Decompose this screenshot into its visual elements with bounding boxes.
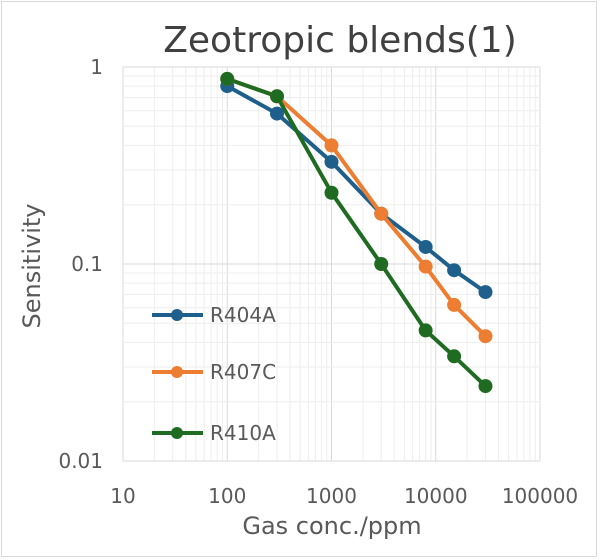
series-line-r407c <box>226 77 487 338</box>
grid-lines <box>122 66 541 462</box>
data-point-r410a <box>269 89 284 104</box>
y-tick-label: 1 <box>90 55 103 79</box>
data-point-r404a <box>269 106 284 121</box>
legend-marker-r404a <box>171 309 183 321</box>
x-tick-label: 1000 <box>306 484 357 508</box>
data-point-r407c <box>478 329 493 344</box>
x-tick-label: 100 <box>208 484 246 508</box>
x-tick-label: 10 <box>110 484 135 508</box>
data-point-r407c <box>324 138 339 153</box>
x-tick-label: 10000 <box>404 484 468 508</box>
data-point-r410a <box>374 257 389 271</box>
data-point-r404a <box>324 154 339 169</box>
series-group <box>220 71 493 394</box>
y-tick-label: 0.01 <box>58 449 103 473</box>
axes: 10 100 1000 10000 100000 1 0.1 0.01 <box>58 55 578 508</box>
data-point-r404a <box>478 285 493 300</box>
data-point-r410a <box>478 379 493 394</box>
data-point-r410a <box>447 349 462 364</box>
y-tick-label: 0.1 <box>71 252 103 276</box>
y-axis-title: Sensitivity <box>18 204 46 329</box>
legend-label-r404a: R404A <box>210 303 276 327</box>
series-line-r404a <box>226 84 487 294</box>
x-axis-title: Gas conc./ppm <box>242 512 421 540</box>
data-point-r407c <box>374 206 389 221</box>
legend-marker-r407c <box>171 366 183 378</box>
data-point-r407c <box>418 259 433 274</box>
legend-label-r407c: R407C <box>210 360 276 384</box>
legend-marker-r410a <box>171 427 183 439</box>
data-point-r404a <box>447 263 462 278</box>
series-line-r410a <box>226 77 487 388</box>
x-tick-label: 100000 <box>502 484 578 508</box>
data-point-r410a <box>220 71 235 86</box>
data-point-r410a <box>418 323 433 338</box>
chart-title: Zeotropic blends(1) <box>163 20 517 61</box>
data-point-r404a <box>418 239 433 254</box>
data-point-r410a <box>324 185 339 200</box>
data-point-r407c <box>447 297 462 312</box>
legend: R404A R407C R410A <box>152 303 276 445</box>
legend-label-r410a: R410A <box>210 421 276 445</box>
